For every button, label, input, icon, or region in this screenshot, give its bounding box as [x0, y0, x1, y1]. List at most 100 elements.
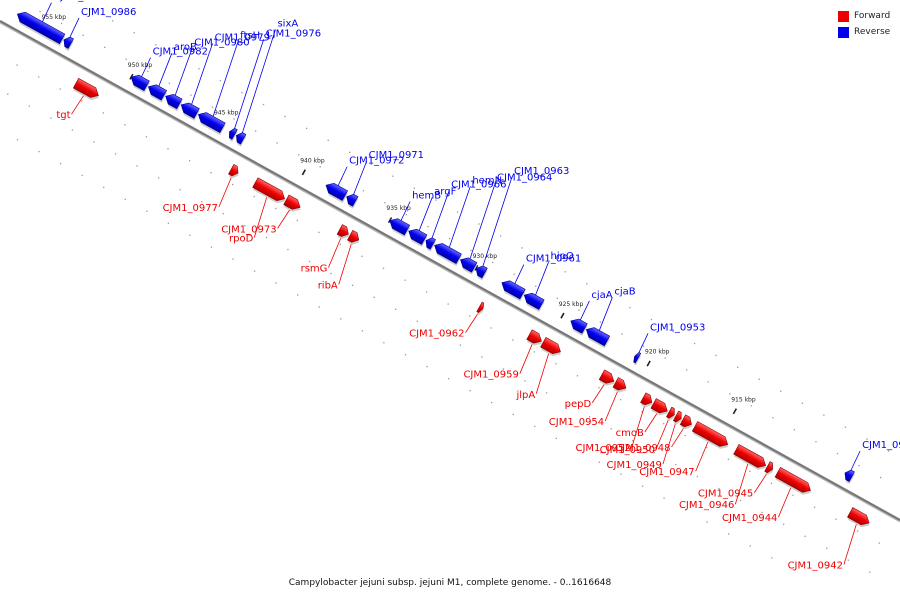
- gene-feature-cjm1_0973[interactable]: [283, 194, 304, 215]
- gene-feature-jlpa[interactable]: [540, 336, 565, 359]
- gene-feature-cjm1_0971[interactable]: [343, 192, 359, 209]
- gene-feature-cjm1_0949[interactable]: [672, 410, 685, 426]
- gene-feature-cjaa[interactable]: [567, 316, 588, 336]
- scale-tick-label: 920 kbp: [645, 349, 670, 356]
- gene-feature-cjm1_0950[interactable]: [665, 406, 678, 422]
- gene-feature-cjm1_0964[interactable]: [457, 255, 478, 275]
- gene-label-cjm1_0942[interactable]: CJM1_0942: [788, 560, 843, 571]
- gene-feature-pepd[interactable]: [598, 369, 618, 389]
- gene-feature-cjm1_0979[interactable]: [178, 100, 201, 121]
- gene-label-argf[interactable]: argF: [434, 187, 456, 198]
- gene-label-ftsh_1[interactable]: ftsH_1: [240, 30, 271, 41]
- gene-label-tgt[interactable]: tgt: [56, 110, 70, 121]
- gene-label-cjm1_0947[interactable]: CJM1_0947: [639, 467, 694, 478]
- gene-label-cjm1_0950[interactable]: CJM1_0950: [600, 445, 655, 456]
- gene-label-cjm1_0980[interactable]: CJM1_0980: [194, 37, 249, 48]
- gene-feature-cjm1_0972[interactable]: [322, 180, 349, 203]
- gene-label-cjm1_0959[interactable]: CJM1_0959: [463, 370, 518, 381]
- gene-label-hemb[interactable]: hemB: [412, 191, 441, 202]
- gene-label-cjm1_0971[interactable]: CJM1_0971: [369, 150, 424, 161]
- gene-feature-rsmg[interactable]: [336, 224, 352, 242]
- gene-feature-cjm1_0966[interactable]: [422, 236, 437, 252]
- gene-label-cjm1_0953[interactable]: CJM1_0953: [650, 322, 705, 333]
- gene-feature-cjm1_0944[interactable]: [774, 466, 814, 497]
- track-dot: [470, 249, 472, 252]
- gene-label-riba[interactable]: ribA: [318, 280, 338, 291]
- gene-label-cjm1_0977[interactable]: CJM1_0977: [163, 203, 218, 214]
- gene-feature-hemb[interactable]: [386, 216, 411, 238]
- gene-feature-cjm1_0987[interactable]: [14, 9, 66, 47]
- gene-feature-cjm1_0947[interactable]: [691, 421, 731, 452]
- gene-feature-hemn[interactable]: [431, 241, 463, 267]
- gene-label-cjm1_0973[interactable]: CJM1_0973: [221, 224, 276, 235]
- gene-feature-cjm1_0961[interactable]: [498, 278, 526, 302]
- scale-tick: [387, 217, 393, 224]
- track-dot: [513, 273, 515, 276]
- gene-feature-rpod[interactable]: [252, 177, 289, 206]
- gene-label-rsmg[interactable]: rsmG: [301, 264, 328, 275]
- gene-feature-cjm1_0952[interactable]: [640, 392, 656, 410]
- gene-label-arob[interactable]: aroB: [174, 42, 197, 53]
- gene-label-cjm1_0945[interactable]: CJM1_0945: [698, 489, 753, 500]
- gene-label-cjm1_0943[interactable]: CJM1_0943: [862, 440, 900, 451]
- gene-feature-cjm1_0982[interactable]: [128, 72, 151, 94]
- gene-feature-tgt[interactable]: [72, 77, 102, 103]
- gene-label-hipo[interactable]: hipO: [551, 251, 574, 262]
- gene-label-cjm1_0986[interactable]: CJM1_0986: [81, 7, 136, 18]
- track-dot: [125, 58, 127, 60]
- gene-label-pepd[interactable]: pepD: [565, 399, 592, 410]
- gene-label-cjm1_0966[interactable]: CJM1_0966: [451, 180, 506, 191]
- gene-label-hemn[interactable]: hemN: [472, 175, 502, 186]
- gene-label-cjm1_0987[interactable]: CJM1_0987: [53, 0, 108, 3]
- leader-line: [482, 176, 513, 267]
- gene-label-cjm1_0979[interactable]: CJM1_0979: [215, 32, 270, 43]
- gene-label-cjm1_0962[interactable]: CJM1_0962: [409, 329, 464, 340]
- gene-feature-cjm1_0977[interactable]: [228, 163, 243, 180]
- gene-feature-cjm1_0948[interactable]: [679, 414, 695, 432]
- gene-label-sixa[interactable]: sixA: [277, 19, 298, 30]
- gene-feature-cjm1_0959[interactable]: [526, 329, 546, 349]
- gene-feature-sixa[interactable]: [233, 131, 248, 147]
- gene-label-cjm1_0954[interactable]: CJM1_0954: [549, 417, 604, 428]
- gene-feature-cjab[interactable]: [583, 325, 611, 349]
- track-dot: [801, 402, 803, 404]
- gene-feature-argf[interactable]: [405, 226, 428, 247]
- gene-feature-cjm1_0954[interactable]: [612, 377, 630, 396]
- scale-tick-label: 955 kbp: [42, 14, 67, 21]
- gene-feature-ftsh_1[interactable]: [195, 110, 227, 136]
- gene-feature-cjm1_0976[interactable]: [226, 127, 239, 142]
- gene-label-rpod[interactable]: rpoD: [229, 233, 254, 244]
- track-dot: [650, 318, 653, 321]
- gene-feature-cjm1_0943[interactable]: [841, 468, 856, 485]
- gene-feature-cjm1_0963[interactable]: [472, 264, 488, 281]
- gene-label-jlpa[interactable]: jlpA: [515, 390, 535, 401]
- gene-label-cjm1_0946[interactable]: CJM1_0946: [679, 500, 734, 511]
- gene-label-cjm1_0964[interactable]: CJM1_0964: [497, 173, 552, 184]
- gene-feature-cjm1_0942[interactable]: [846, 507, 873, 531]
- gene-label-cjm1_0944[interactable]: CJM1_0944: [722, 513, 777, 524]
- gene-label-cjab[interactable]: cjaB: [614, 286, 635, 297]
- gene-label-cjm1_0948[interactable]: CJM1_0948: [615, 443, 670, 454]
- gene-feature-cjm1_0946[interactable]: [733, 444, 770, 472]
- gene-feature-cjm1_0945[interactable]: [764, 461, 777, 477]
- leader-line: [338, 242, 353, 285]
- gene-label-cjm1_0952[interactable]: CJM1_0952: [576, 443, 631, 454]
- gene-label-cjm1_0976[interactable]: CJM1_0976: [266, 28, 321, 39]
- track-dot: [653, 452, 655, 454]
- gene-feature-riba[interactable]: [346, 229, 362, 247]
- gene-label-cjm1_0963[interactable]: CJM1_0963: [514, 166, 569, 177]
- gene-label-cjaa[interactable]: cjaA: [591, 290, 612, 301]
- gene-label-cjm1_0961[interactable]: CJM1_0961: [526, 254, 581, 265]
- gene-feature-cjm1_0980[interactable]: [162, 91, 183, 112]
- track-dot: [222, 213, 224, 215]
- gene-feature-cmob[interactable]: [650, 398, 671, 419]
- gene-feature-arob[interactable]: [145, 82, 168, 103]
- gene-feature-cjm1_0962[interactable]: [476, 301, 487, 316]
- gene-label-cjm1_0949[interactable]: CJM1_0949: [607, 460, 662, 471]
- gene-feature-cjm1_0986[interactable]: [60, 35, 75, 51]
- gene-feature-cjm1_0953[interactable]: [631, 351, 642, 366]
- gene-label-cjm1_0982[interactable]: CJM1_0982: [153, 47, 208, 58]
- gene-feature-hipo[interactable]: [521, 290, 546, 312]
- gene-label-cjm1_0972[interactable]: CJM1_0972: [349, 156, 404, 167]
- gene-label-cmob[interactable]: cmoB: [616, 428, 644, 439]
